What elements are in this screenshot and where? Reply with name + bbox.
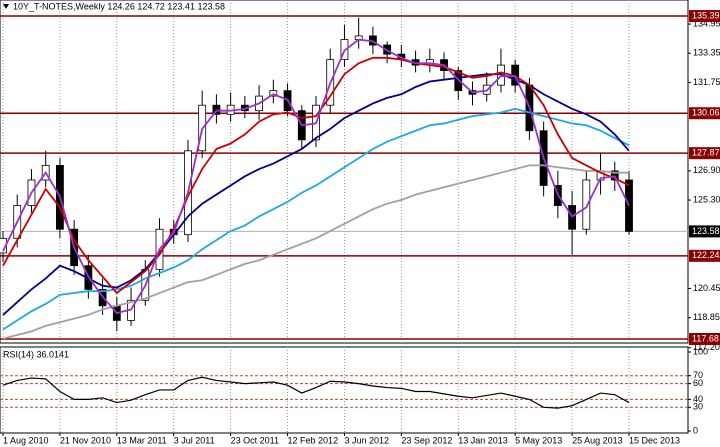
moving-average [2, 38, 630, 315]
x-tick-label: 15 Dec 2013 [629, 435, 680, 445]
level-label: 117.68 [692, 333, 719, 343]
level-label: 130.06 [692, 108, 720, 118]
moving-average [2, 56, 630, 295]
candle-body [582, 179, 591, 230]
level-label-bg [689, 147, 720, 160]
y-tick-label: 40 [693, 394, 703, 404]
y-tick-label: 70 [693, 370, 703, 380]
y-tick-label: 30 [693, 402, 703, 412]
level-label-bg [689, 249, 720, 262]
candle-body [610, 170, 619, 181]
y-tick-label: 120.45 [693, 283, 720, 293]
level-label-bg [689, 10, 720, 23]
level-label: 135.39 [692, 10, 720, 20]
x-tick-label: 25 Aug 2013 [572, 435, 623, 445]
rsi-title: RSI(14) 36.0141 [3, 349, 69, 359]
y-tick-label: 60 [693, 378, 703, 388]
last-price-label: 123.58 [692, 226, 720, 236]
x-tick-label: 21 Nov 2010 [60, 435, 111, 445]
x-tick-label: 13 Mar 2011 [117, 435, 167, 445]
level-label-bg [689, 332, 720, 345]
y-tick-label: 0 [693, 425, 698, 435]
x-tick-label: 3 Jun 2012 [344, 435, 389, 445]
x-tick-label: 3 Jul 2011 [174, 435, 215, 445]
y-tick-label: 118.85 [693, 312, 720, 322]
x-tick-label: 23 Sep 2012 [401, 435, 452, 445]
x-tick-label: 5 May 2013 [515, 435, 562, 445]
y-tick-label: 125.30 [693, 194, 720, 204]
level-label: 122.24 [692, 250, 720, 260]
y-tick-label: 131.75 [693, 77, 720, 87]
x-tick-label: 13 Jan 2013 [458, 435, 508, 445]
candle-body [212, 104, 221, 115]
x-tick-label: 1 Aug 2010 [3, 435, 49, 445]
y-tick-label: 126.90 [693, 165, 720, 175]
moving-average [2, 73, 630, 316]
y-tick-label: 100 [693, 346, 708, 356]
level-label-bg [689, 107, 720, 120]
moving-average [2, 164, 629, 340]
menu-arrow [3, 4, 9, 9]
x-tick-label: 12 Feb 2012 [288, 435, 339, 445]
y-tick-label: 134.95 [693, 18, 720, 28]
chart-title: 10Y_T-NOTES,Weekly 124.26 124.72 123.41 … [13, 1, 225, 11]
x-tick-label: 23 Oct 2011 [231, 435, 279, 445]
rsi-line [2, 376, 630, 409]
candle-body [625, 179, 633, 232]
level-label: 127.87 [692, 148, 720, 158]
moving-average [2, 107, 630, 331]
y-tick-label: 117.20 [693, 342, 720, 352]
last-price-label-bg [689, 225, 720, 238]
y-tick-label: 133.35 [693, 48, 720, 58]
